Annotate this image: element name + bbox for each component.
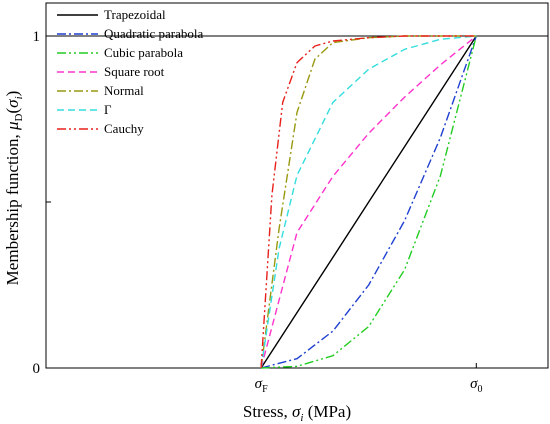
x-tick-subscript-0: F — [262, 384, 268, 395]
x-tick-subscript-1: 0 — [477, 384, 482, 395]
y-axis-title-subscript: D — [13, 113, 25, 121]
x-tick-label-0: σF — [255, 376, 268, 395]
y-axis-title-main: Membership function, — [3, 130, 22, 285]
x-axis-title-unit: (MPa) — [303, 402, 351, 421]
series-line-6 — [260, 35, 477, 369]
legend: Trapezoidal Quadratic parabola Cubic parab… — [57, 7, 203, 136]
series-layer — [260, 35, 477, 369]
x-tick-symbol-1: σ — [470, 376, 478, 392]
series-line-1 — [260, 35, 477, 369]
series-line-0 — [260, 35, 477, 369]
legend-label-5: Γ — [104, 102, 112, 117]
y-axis-ticks: 01 — [33, 29, 51, 377]
x-tick-label-1: σ0 — [470, 376, 482, 395]
y-axis-title-paren-close: ) — [3, 91, 22, 97]
y-axis-title-paren-open: ( — [3, 107, 22, 113]
y-axis-title-arg-subscript: i — [13, 96, 25, 99]
y-axis-title-arg: σ — [3, 99, 22, 108]
series-line-2 — [261, 35, 477, 369]
legend-label-2: Cubic parabola — [104, 45, 183, 60]
y-tick-label-0: 0 — [33, 361, 41, 377]
y-tick-label-2: 1 — [33, 29, 41, 45]
legend-label-4: Normal — [104, 83, 144, 98]
x-axis-title-main: Stress, — [243, 402, 292, 421]
legend-label-1: Quadratic parabola — [104, 26, 203, 41]
x-axis-title: Stress, σi (MPa) — [243, 402, 351, 424]
x-tick-symbol-0: σ — [255, 376, 263, 392]
legend-label-3: Square root — [104, 64, 165, 79]
legend-label-0: Trapezoidal — [104, 7, 166, 22]
y-axis-title: Membership function, μD(σi) — [3, 91, 25, 286]
series-line-5 — [260, 35, 477, 369]
plot-frame — [45, 2, 549, 369]
y-axis-title-symbol: μ — [3, 121, 22, 131]
x-axis-title-subscript: i — [300, 412, 303, 424]
legend-label-6: Cauchy — [104, 121, 144, 136]
x-axis-title-symbol: σ — [292, 402, 301, 421]
